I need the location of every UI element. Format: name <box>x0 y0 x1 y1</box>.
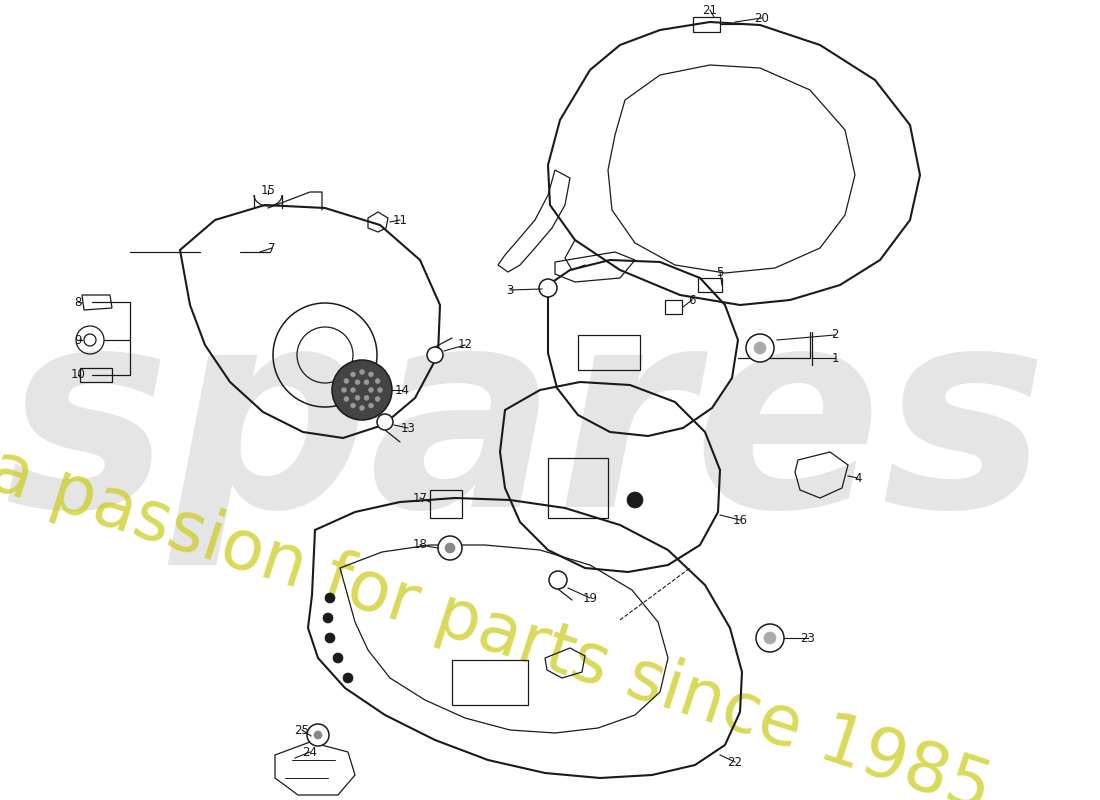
Text: 3: 3 <box>506 283 514 297</box>
Circle shape <box>764 632 776 644</box>
Circle shape <box>368 387 374 393</box>
Circle shape <box>377 414 393 430</box>
Text: 2: 2 <box>832 329 838 342</box>
Circle shape <box>427 347 443 363</box>
Text: 21: 21 <box>703 3 717 17</box>
Circle shape <box>323 613 333 623</box>
Circle shape <box>375 397 381 402</box>
Circle shape <box>375 378 381 383</box>
Text: 14: 14 <box>395 383 409 397</box>
Circle shape <box>360 406 364 410</box>
Circle shape <box>333 653 343 663</box>
Circle shape <box>307 724 329 746</box>
Circle shape <box>314 731 322 739</box>
Circle shape <box>377 387 383 393</box>
Text: 19: 19 <box>583 591 597 605</box>
Circle shape <box>341 387 346 393</box>
Text: 17: 17 <box>412 491 428 505</box>
Text: 25: 25 <box>295 723 309 737</box>
Text: 8: 8 <box>75 295 81 309</box>
Circle shape <box>360 370 364 374</box>
Circle shape <box>746 334 774 362</box>
Circle shape <box>754 342 766 354</box>
Text: 7: 7 <box>268 242 276 254</box>
Text: 9: 9 <box>75 334 81 346</box>
Text: a passion for parts since 1985: a passion for parts since 1985 <box>0 436 1000 800</box>
Text: 16: 16 <box>733 514 748 526</box>
Circle shape <box>343 673 353 683</box>
Text: 15: 15 <box>261 183 275 197</box>
Circle shape <box>324 633 336 643</box>
Text: 5: 5 <box>716 266 724 278</box>
Circle shape <box>438 536 462 560</box>
Text: 13: 13 <box>400 422 416 434</box>
Circle shape <box>364 380 368 385</box>
Circle shape <box>549 571 566 589</box>
Text: 1: 1 <box>832 351 838 365</box>
Circle shape <box>332 360 392 420</box>
Circle shape <box>351 403 355 408</box>
Circle shape <box>344 397 349 402</box>
Text: 12: 12 <box>458 338 473 351</box>
Circle shape <box>324 593 336 603</box>
Circle shape <box>368 372 374 377</box>
Text: 18: 18 <box>412 538 428 551</box>
Circle shape <box>351 372 355 377</box>
Text: 6: 6 <box>689 294 695 306</box>
Text: 4: 4 <box>855 471 861 485</box>
Text: eurospares: eurospares <box>0 295 1048 565</box>
Text: 22: 22 <box>727 755 742 769</box>
Text: 10: 10 <box>70 369 86 382</box>
Text: 11: 11 <box>393 214 407 226</box>
Circle shape <box>351 387 355 393</box>
Circle shape <box>368 403 374 408</box>
Circle shape <box>539 279 557 297</box>
Circle shape <box>364 395 368 400</box>
Circle shape <box>627 492 644 508</box>
Circle shape <box>355 380 360 385</box>
Circle shape <box>446 543 455 553</box>
Text: 20: 20 <box>755 11 769 25</box>
Text: 24: 24 <box>302 746 318 758</box>
Text: 23: 23 <box>801 631 815 645</box>
Circle shape <box>355 395 360 400</box>
Circle shape <box>344 378 349 383</box>
Circle shape <box>756 624 784 652</box>
